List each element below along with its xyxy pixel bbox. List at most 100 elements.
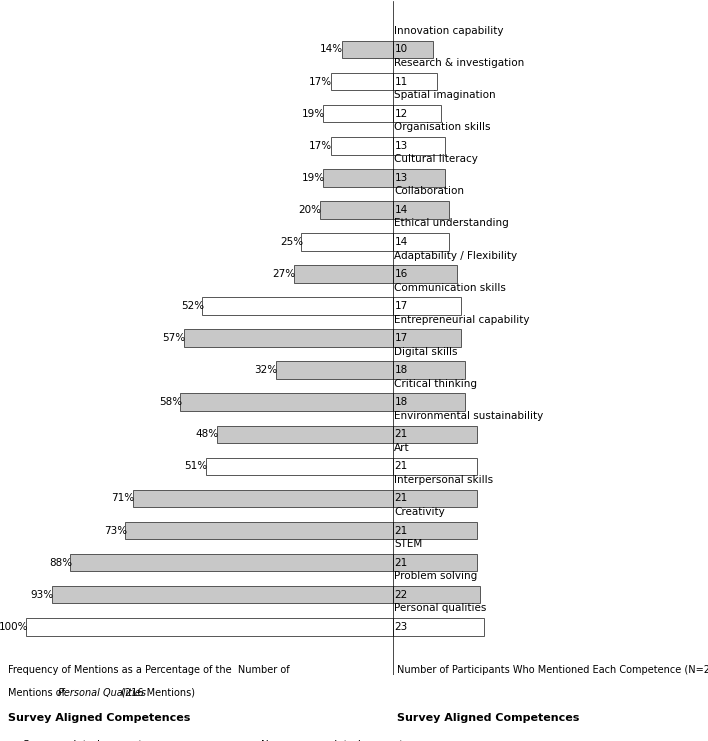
Text: 58%: 58% xyxy=(159,397,182,408)
Text: 21: 21 xyxy=(394,494,408,503)
Text: Problem solving: Problem solving xyxy=(394,571,477,581)
Bar xyxy=(26,618,393,636)
Bar xyxy=(393,104,440,122)
Text: 14%: 14% xyxy=(320,44,343,55)
Text: Creativity: Creativity xyxy=(394,507,445,517)
Text: Art: Art xyxy=(394,443,410,453)
Text: Interpersonal skills: Interpersonal skills xyxy=(394,475,493,485)
Text: 12: 12 xyxy=(394,109,408,119)
Text: 13: 13 xyxy=(394,141,408,150)
FancyBboxPatch shape xyxy=(246,739,257,741)
Bar xyxy=(294,265,393,283)
Text: Survey Aligned Competences: Survey Aligned Competences xyxy=(396,714,579,723)
Text: 23: 23 xyxy=(394,622,408,632)
Bar xyxy=(393,618,484,636)
Text: 73%: 73% xyxy=(104,525,127,536)
Bar xyxy=(393,586,481,603)
Text: 100%: 100% xyxy=(0,622,28,632)
Text: 71%: 71% xyxy=(111,494,135,503)
Text: 48%: 48% xyxy=(195,429,219,439)
Text: 19%: 19% xyxy=(302,109,325,119)
Text: 17: 17 xyxy=(394,333,408,343)
Bar xyxy=(393,137,445,155)
FancyBboxPatch shape xyxy=(8,739,19,741)
Text: 21: 21 xyxy=(394,525,408,536)
Text: Digital skills: Digital skills xyxy=(394,347,457,356)
Bar xyxy=(393,554,476,571)
Bar xyxy=(393,297,461,315)
Text: 20%: 20% xyxy=(298,205,321,215)
Bar xyxy=(202,297,393,315)
Bar xyxy=(393,362,464,379)
Text: 88%: 88% xyxy=(49,557,72,568)
Bar xyxy=(393,329,461,347)
Text: 14: 14 xyxy=(394,237,408,247)
Text: 14: 14 xyxy=(394,205,408,215)
Bar xyxy=(393,201,449,219)
Bar xyxy=(393,233,449,250)
Text: Spatial imagination: Spatial imagination xyxy=(394,90,496,100)
Bar xyxy=(206,458,393,475)
Bar xyxy=(393,458,476,475)
Text: Critical thinking: Critical thinking xyxy=(394,379,477,389)
Bar xyxy=(393,425,476,443)
Text: Entrepreneurial capability: Entrepreneurial capability xyxy=(394,315,530,325)
Text: 27%: 27% xyxy=(273,269,296,279)
Text: 52%: 52% xyxy=(181,301,204,311)
Bar xyxy=(324,104,393,122)
Bar xyxy=(341,41,393,59)
Text: 17%: 17% xyxy=(309,76,332,87)
Text: 16: 16 xyxy=(394,269,408,279)
Text: Cultural literacy: Cultural literacy xyxy=(394,154,478,165)
Text: 13: 13 xyxy=(394,173,408,183)
Bar xyxy=(132,490,393,508)
Text: 93%: 93% xyxy=(30,590,54,599)
Text: Mentions of: Mentions of xyxy=(8,688,68,698)
Bar xyxy=(393,490,476,508)
Text: Research & investigation: Research & investigation xyxy=(394,58,524,68)
Bar xyxy=(324,169,393,187)
Text: 17: 17 xyxy=(394,301,408,311)
Bar xyxy=(393,41,433,59)
Text: STEM: STEM xyxy=(394,539,422,549)
Text: 21: 21 xyxy=(394,429,408,439)
Text: 11: 11 xyxy=(394,76,408,87)
Text: 22: 22 xyxy=(394,590,408,599)
Text: 17%: 17% xyxy=(309,141,332,150)
Text: Personal qualities: Personal qualities xyxy=(394,603,486,614)
Bar xyxy=(331,73,393,90)
Text: 18: 18 xyxy=(394,397,408,408)
Bar xyxy=(52,586,393,603)
Bar xyxy=(319,201,393,219)
Text: Collaboration: Collaboration xyxy=(394,187,464,196)
Text: Adaptability / Flexibility: Adaptability / Flexibility xyxy=(394,250,517,261)
Bar xyxy=(393,169,445,187)
Text: 21: 21 xyxy=(394,462,408,471)
Bar xyxy=(393,393,464,411)
Text: Number of Participants Who Mentioned Each Competence (N=23): Number of Participants Who Mentioned Eac… xyxy=(396,665,708,675)
Text: 25%: 25% xyxy=(280,237,303,247)
Text: 57%: 57% xyxy=(163,333,185,343)
Text: 10: 10 xyxy=(394,44,408,55)
Bar xyxy=(393,522,476,539)
Bar xyxy=(125,522,393,539)
Text: 19%: 19% xyxy=(302,173,325,183)
Bar xyxy=(393,73,437,90)
Text: Ethical understanding: Ethical understanding xyxy=(394,219,509,228)
Text: Personal Qualities: Personal Qualities xyxy=(57,688,146,698)
Bar xyxy=(301,233,393,250)
Text: Communication skills: Communication skills xyxy=(394,282,506,293)
Text: 32%: 32% xyxy=(254,365,278,375)
Text: Innovation capability: Innovation capability xyxy=(394,26,503,36)
Bar xyxy=(393,265,457,283)
Bar xyxy=(184,329,393,347)
Bar xyxy=(70,554,393,571)
Bar xyxy=(181,393,393,411)
Bar xyxy=(217,425,393,443)
Text: Frequency of Mentions as a Percentage of the  Number of: Frequency of Mentions as a Percentage of… xyxy=(8,665,290,675)
Text: (216 Mentions): (216 Mentions) xyxy=(118,688,195,698)
Bar xyxy=(275,362,393,379)
Text: 18: 18 xyxy=(394,365,408,375)
Text: 21: 21 xyxy=(394,557,408,568)
Text: Survey Aligned Competences: Survey Aligned Competences xyxy=(8,714,190,723)
